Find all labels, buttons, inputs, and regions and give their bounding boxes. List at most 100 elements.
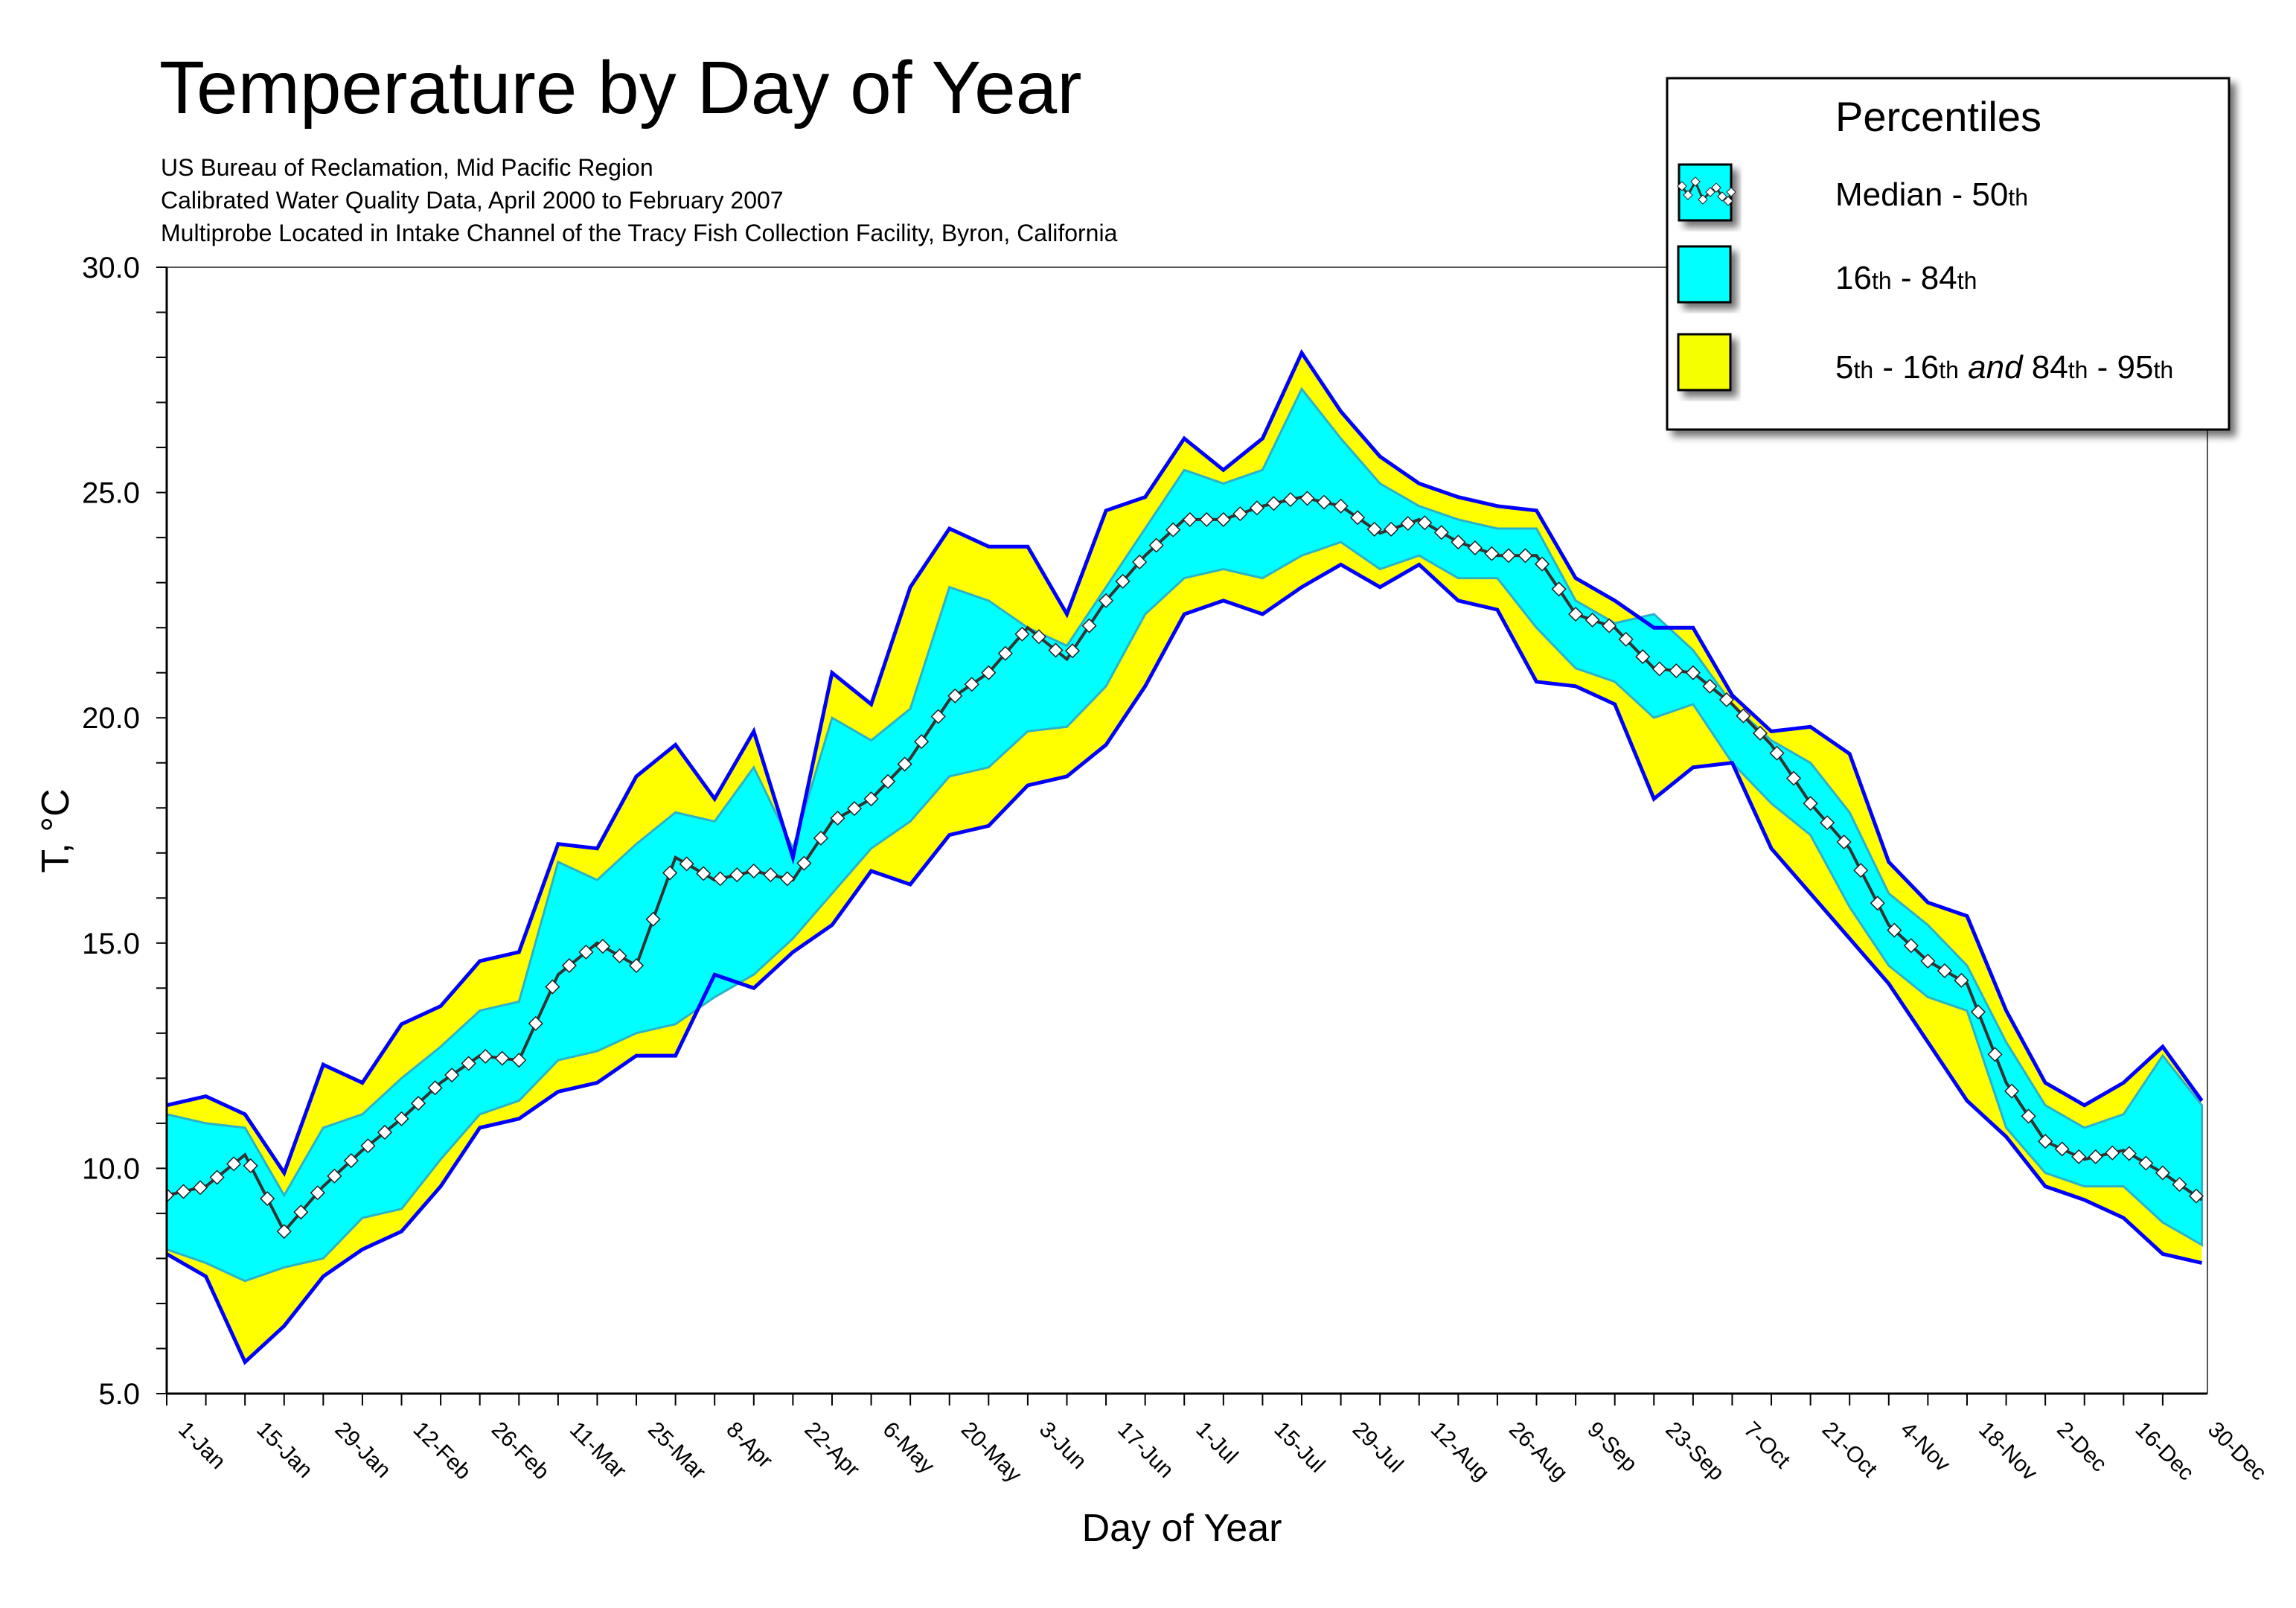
median-marker xyxy=(394,1111,409,1126)
x-tick-label: 29-Jan xyxy=(330,1417,395,1483)
median-marker xyxy=(1836,834,1852,850)
median-marker xyxy=(545,979,560,995)
median-marker xyxy=(2172,1176,2187,1193)
median-marker xyxy=(1014,626,1030,642)
x-tick-label: 7-Oct xyxy=(1739,1417,1796,1474)
median-marker xyxy=(2188,1188,2204,1204)
median-marker xyxy=(1165,522,1181,537)
median-marker xyxy=(746,863,761,879)
median-marker xyxy=(1064,643,1081,659)
legend-median-marker xyxy=(1690,176,1701,187)
median-marker xyxy=(226,1156,242,1172)
legend-median-marker xyxy=(1723,196,1733,206)
median-marker xyxy=(1182,511,1197,527)
legend-entry-5-16-84-95: 5th - 16th and 84th - 95th xyxy=(1677,333,2173,392)
y-axis-title: T, °C xyxy=(34,788,77,872)
median-marker xyxy=(1870,896,1885,911)
x-tick-label: 17-Jun xyxy=(1113,1417,1178,1483)
x-tick-label: 22-Apr xyxy=(799,1417,864,1482)
median-marker xyxy=(947,688,963,704)
median-marker xyxy=(1451,535,1466,550)
legend-median-marker xyxy=(1717,191,1727,202)
median-marker xyxy=(1718,692,1735,708)
x-tick-label: 9-Sep xyxy=(1582,1417,1642,1477)
median-marker xyxy=(645,911,661,927)
y-tick-label: 5.0 xyxy=(98,1378,140,1411)
legend-median-marker xyxy=(1698,194,1708,205)
x-axis-title: Day of Year xyxy=(1082,1507,1282,1550)
median-marker xyxy=(1249,500,1264,516)
median-marker xyxy=(1518,548,1533,564)
median-marker xyxy=(1820,815,1835,831)
median-marker xyxy=(243,1158,258,1174)
median-marker xyxy=(2038,1134,2053,1149)
line-5th-percentile xyxy=(167,562,2203,1365)
x-tick-label: 23-Sep xyxy=(1660,1417,1729,1486)
median-marker xyxy=(2004,1083,2020,1099)
median-marker xyxy=(1651,661,1667,677)
x-tick-label: 2-Dec xyxy=(2052,1417,2111,1477)
median-marker xyxy=(1987,1047,2003,1062)
x-tick-label: 26-Aug xyxy=(1504,1417,1573,1486)
median-marker xyxy=(1366,521,1382,537)
median-marker xyxy=(1786,770,1802,786)
median-marker xyxy=(1954,972,1969,989)
median-marker xyxy=(511,1053,527,1068)
legend-median-marker xyxy=(1677,181,1687,191)
plot-area xyxy=(167,348,2204,1365)
median-marker xyxy=(1702,678,1718,694)
legend-title: Percentiles xyxy=(1835,93,2041,140)
median-marker xyxy=(1669,663,1684,679)
line-95th-percentile xyxy=(167,348,2204,1178)
median-marker xyxy=(427,1080,443,1096)
y-tick-label: 10.0 xyxy=(82,1152,140,1185)
median-marker xyxy=(628,957,645,974)
x-tick-label: 11-Mar xyxy=(565,1417,631,1484)
median-marker xyxy=(1685,665,1701,680)
legend-median-marker xyxy=(1711,182,1721,193)
subtitle-line-2: Calibrated Water Quality Data, April 200… xyxy=(161,187,784,214)
median-marker xyxy=(930,709,946,724)
median-marker xyxy=(528,1015,543,1031)
median-marker xyxy=(2054,1141,2070,1157)
median-marker xyxy=(2071,1149,2087,1164)
median-marker xyxy=(1937,963,1952,979)
median-marker xyxy=(1266,496,1282,511)
median-marker xyxy=(897,756,912,772)
x-tick-label: 6-May xyxy=(878,1417,939,1478)
x-tick-label: 15-Jul xyxy=(1269,1417,1329,1478)
y-tick-label: 20.0 xyxy=(82,702,140,735)
band-16th-84th xyxy=(167,386,2203,1283)
median-marker xyxy=(377,1124,393,1140)
x-tick-label: 4-Nov xyxy=(1896,1417,1955,1477)
median-line-glyph xyxy=(1677,176,1736,206)
median-marker xyxy=(595,939,611,954)
median-marker xyxy=(2155,1165,2170,1181)
median-marker xyxy=(310,1185,325,1201)
x-tick-label: 1-Jan xyxy=(173,1417,230,1474)
x-tick-label: 15-Jan xyxy=(252,1417,317,1483)
median-marker xyxy=(209,1170,225,1185)
median-marker xyxy=(1232,506,1248,522)
median-marker xyxy=(461,1056,476,1071)
median-marker xyxy=(478,1048,493,1065)
median-marker xyxy=(1551,581,1567,597)
median-marker xyxy=(2105,1145,2120,1161)
y-tick-label: 25.0 xyxy=(82,477,140,510)
median-marker xyxy=(1635,649,1651,665)
legend-entry-16-84: 16th - 84th xyxy=(1677,245,1977,304)
median-marker xyxy=(712,871,728,887)
median-marker xyxy=(1316,494,1332,510)
median-marker xyxy=(796,855,812,871)
median-marker xyxy=(830,811,845,826)
x-tick-label: 26-Feb xyxy=(487,1417,554,1485)
median-marker xyxy=(981,665,997,680)
median-marker xyxy=(813,830,829,846)
median-marker xyxy=(1602,618,1617,634)
median-marker xyxy=(293,1205,309,1220)
median-marker xyxy=(1568,606,1584,622)
median-marker xyxy=(1400,516,1416,532)
legend-swatch-16-84 xyxy=(1677,245,1732,304)
legend-swatch-5-16-84-95 xyxy=(1677,333,1732,392)
